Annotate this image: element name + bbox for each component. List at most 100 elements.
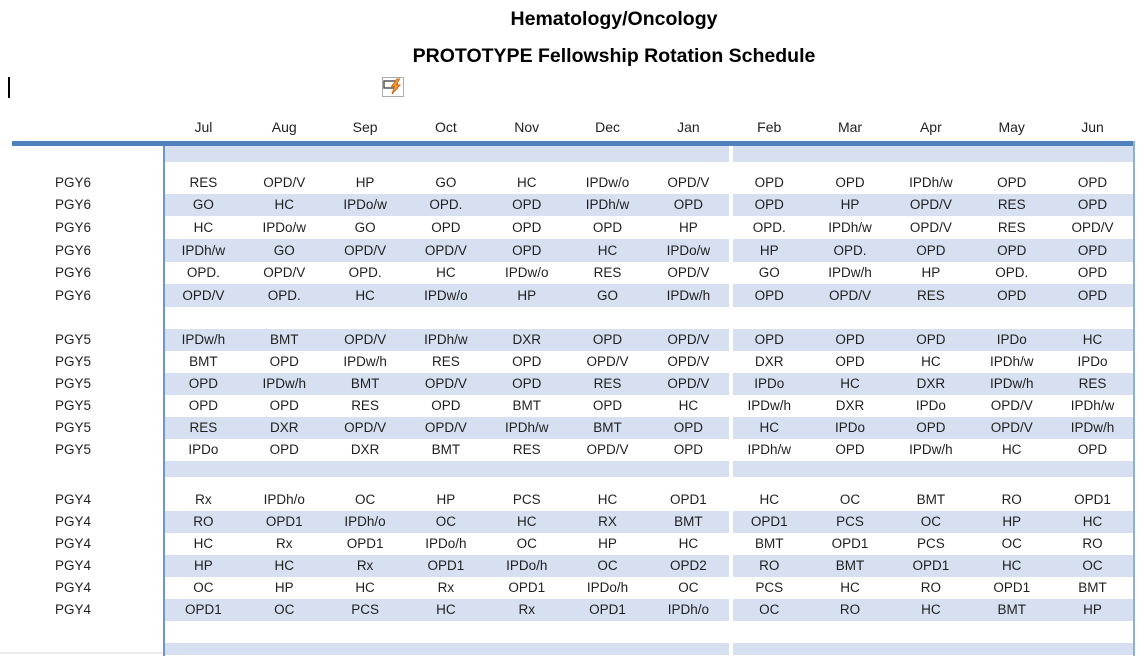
rotation-cell[interactable]: IPDo/h	[506, 558, 548, 574]
month-header-cell[interactable]: Jul	[194, 119, 213, 135]
rotation-cell[interactable]: HC	[516, 514, 537, 530]
rotation-cell[interactable]: OC	[354, 492, 376, 508]
rotation-cell[interactable]: OPD	[835, 442, 865, 458]
rotation-cell[interactable]: OPD1	[265, 514, 303, 530]
rotation-cell[interactable]: IPDw/h	[909, 442, 953, 458]
rotation-cell[interactable]: IPDo	[915, 398, 946, 414]
rotation-cell[interactable]: OPD/V	[667, 265, 710, 281]
rotation-cell[interactable]: OPD1	[508, 580, 546, 596]
rotation-cell[interactable]: RES	[1078, 376, 1107, 392]
rotation-cell[interactable]: OPD1	[750, 514, 788, 530]
rotation-cell[interactable]: OPD.	[995, 265, 1029, 281]
rotation-cell[interactable]: RES	[432, 354, 460, 370]
rotation-cell[interactable]: OPD.	[186, 265, 220, 281]
rotation-cell[interactable]: HC	[678, 536, 699, 552]
rotation-cell[interactable]: IPDh/w	[828, 220, 872, 236]
rotation-cell[interactable]: HC	[1082, 332, 1103, 348]
rotation-cell[interactable]: OC	[759, 602, 780, 618]
rotation-cell[interactable]: PCS	[512, 492, 541, 508]
rotation-cell[interactable]: OPD	[1077, 442, 1108, 458]
rotation-cell[interactable]: IPDw/o	[424, 288, 468, 304]
rotation-cell[interactable]: HC	[436, 602, 456, 618]
rotation-cell[interactable]: OPD	[997, 174, 1027, 190]
rotation-cell[interactable]: OPD/V	[344, 420, 387, 436]
rotation-cell[interactable]: IPDw/o	[504, 265, 549, 281]
rotation-cell[interactable]: IPDh/o	[667, 602, 710, 618]
rotation-cell[interactable]: OPD	[1077, 174, 1108, 190]
rotation-cell[interactable]: OPD	[592, 398, 623, 414]
rotation-cell[interactable]: OPD	[1077, 265, 1108, 281]
rotation-cell[interactable]: OPD	[188, 376, 219, 392]
rotation-cell[interactable]: OPD/V	[586, 354, 629, 370]
rotation-cell[interactable]: BMT	[431, 442, 461, 458]
rotation-cell[interactable]: HC	[355, 580, 375, 596]
rotation-cell[interactable]: IPDo	[188, 442, 219, 458]
rotation-cell[interactable]: OPD2	[670, 558, 707, 574]
rotation-cell[interactable]: OPD	[592, 332, 623, 348]
rotation-cell[interactable]: OC	[516, 536, 537, 552]
rotation-cell[interactable]: BMT	[269, 332, 299, 348]
rotation-cell[interactable]: IPDh/w	[989, 354, 1034, 370]
rotation-cell[interactable]: RX	[598, 514, 617, 530]
month-header-cell[interactable]: Feb	[757, 119, 782, 135]
rotation-cell[interactable]: IPDw/h	[989, 376, 1034, 392]
rotation-cell[interactable]: OPD/V	[344, 242, 387, 258]
rotation-cell[interactable]: HC	[921, 354, 941, 370]
rotation-cell[interactable]: HP	[1083, 602, 1102, 618]
rotation-cell[interactable]: OPD.	[833, 242, 867, 258]
month-header-cell[interactable]: Nov	[514, 119, 540, 135]
rotation-cell[interactable]: RO	[193, 514, 214, 530]
rotation-cell[interactable]: OPD/V	[909, 220, 952, 236]
rotation-cell[interactable]: Rx	[437, 580, 455, 596]
rotation-cell[interactable]: BMT	[1078, 580, 1107, 596]
rotation-cell[interactable]: RES	[593, 265, 622, 281]
pgy-label-cell[interactable]: PGY5	[0, 438, 163, 461]
rotation-cell[interactable]: PCS	[836, 514, 864, 530]
month-header-cell[interactable]: Jan	[677, 119, 700, 135]
month-header-cell[interactable]: Apr	[919, 119, 942, 135]
rotation-cell[interactable]: OPD/V	[1071, 220, 1114, 236]
rotation-cell[interactable]: HP	[598, 536, 617, 552]
rotation-cell[interactable]: HC	[840, 376, 860, 392]
pgy-label-cell[interactable]: PGY4	[0, 576, 163, 599]
rotation-cell[interactable]: IPDw/o	[585, 174, 630, 190]
rotation-cell[interactable]: GO	[273, 242, 295, 258]
rotation-cell[interactable]: OPD	[916, 420, 946, 436]
rotation-cell[interactable]: HP	[194, 558, 213, 574]
rotation-cell[interactable]: OPD/V	[667, 174, 710, 190]
rotation-cell[interactable]: DXR	[754, 354, 784, 370]
rotation-cell[interactable]: HP	[679, 220, 698, 236]
rotation-cell[interactable]: IPDo/w	[666, 242, 711, 258]
rotation-cell[interactable]: OC	[920, 514, 941, 530]
rotation-cell[interactable]: IPDo/h	[586, 580, 629, 596]
rotation-cell[interactable]: IPDh/w	[1070, 398, 1115, 414]
rotation-cell[interactable]: OPD	[835, 354, 865, 370]
rotation-cell[interactable]: GO	[758, 265, 780, 281]
rotation-cell[interactable]: IPDo/w	[262, 220, 306, 236]
rotation-cell[interactable]: OPD	[431, 398, 461, 414]
rotation-cell[interactable]: OPD1	[427, 558, 465, 574]
rotation-cell[interactable]: BMT	[754, 536, 784, 552]
rotation-cell[interactable]: HP	[1002, 514, 1022, 530]
rotation-cell[interactable]: OPD	[269, 442, 299, 458]
rotation-cell[interactable]: OPD	[269, 354, 299, 370]
rotation-cell[interactable]: OPD	[754, 332, 784, 348]
rotation-cell[interactable]: HP	[355, 174, 375, 190]
rotation-cell[interactable]: RES	[189, 174, 218, 190]
rotation-cell[interactable]: BMT	[674, 514, 703, 530]
rotation-cell[interactable]: IPDo	[996, 332, 1027, 348]
rotation-cell[interactable]: OPD.	[348, 265, 382, 281]
rotation-cell[interactable]: OPD	[1077, 242, 1108, 258]
rotation-cell[interactable]: OPD/V	[344, 332, 387, 348]
rotation-cell[interactable]: IPDh/o	[344, 514, 386, 530]
pgy-label-cell[interactable]: PGY6	[0, 261, 163, 285]
rotation-cell[interactable]: Rx	[356, 558, 374, 574]
rotation-cell[interactable]: GO	[597, 288, 619, 304]
month-header-cell[interactable]: Sep	[352, 119, 378, 135]
pgy-label-cell[interactable]: PGY5	[0, 372, 163, 395]
rotation-cell[interactable]: DXR	[512, 332, 541, 348]
pgy-label-cell[interactable]: PGY6	[0, 193, 163, 217]
rotation-cell[interactable]: HC	[436, 265, 456, 281]
rotation-cell[interactable]: RO	[759, 558, 780, 574]
rotation-cell[interactable]: HC	[921, 602, 941, 618]
